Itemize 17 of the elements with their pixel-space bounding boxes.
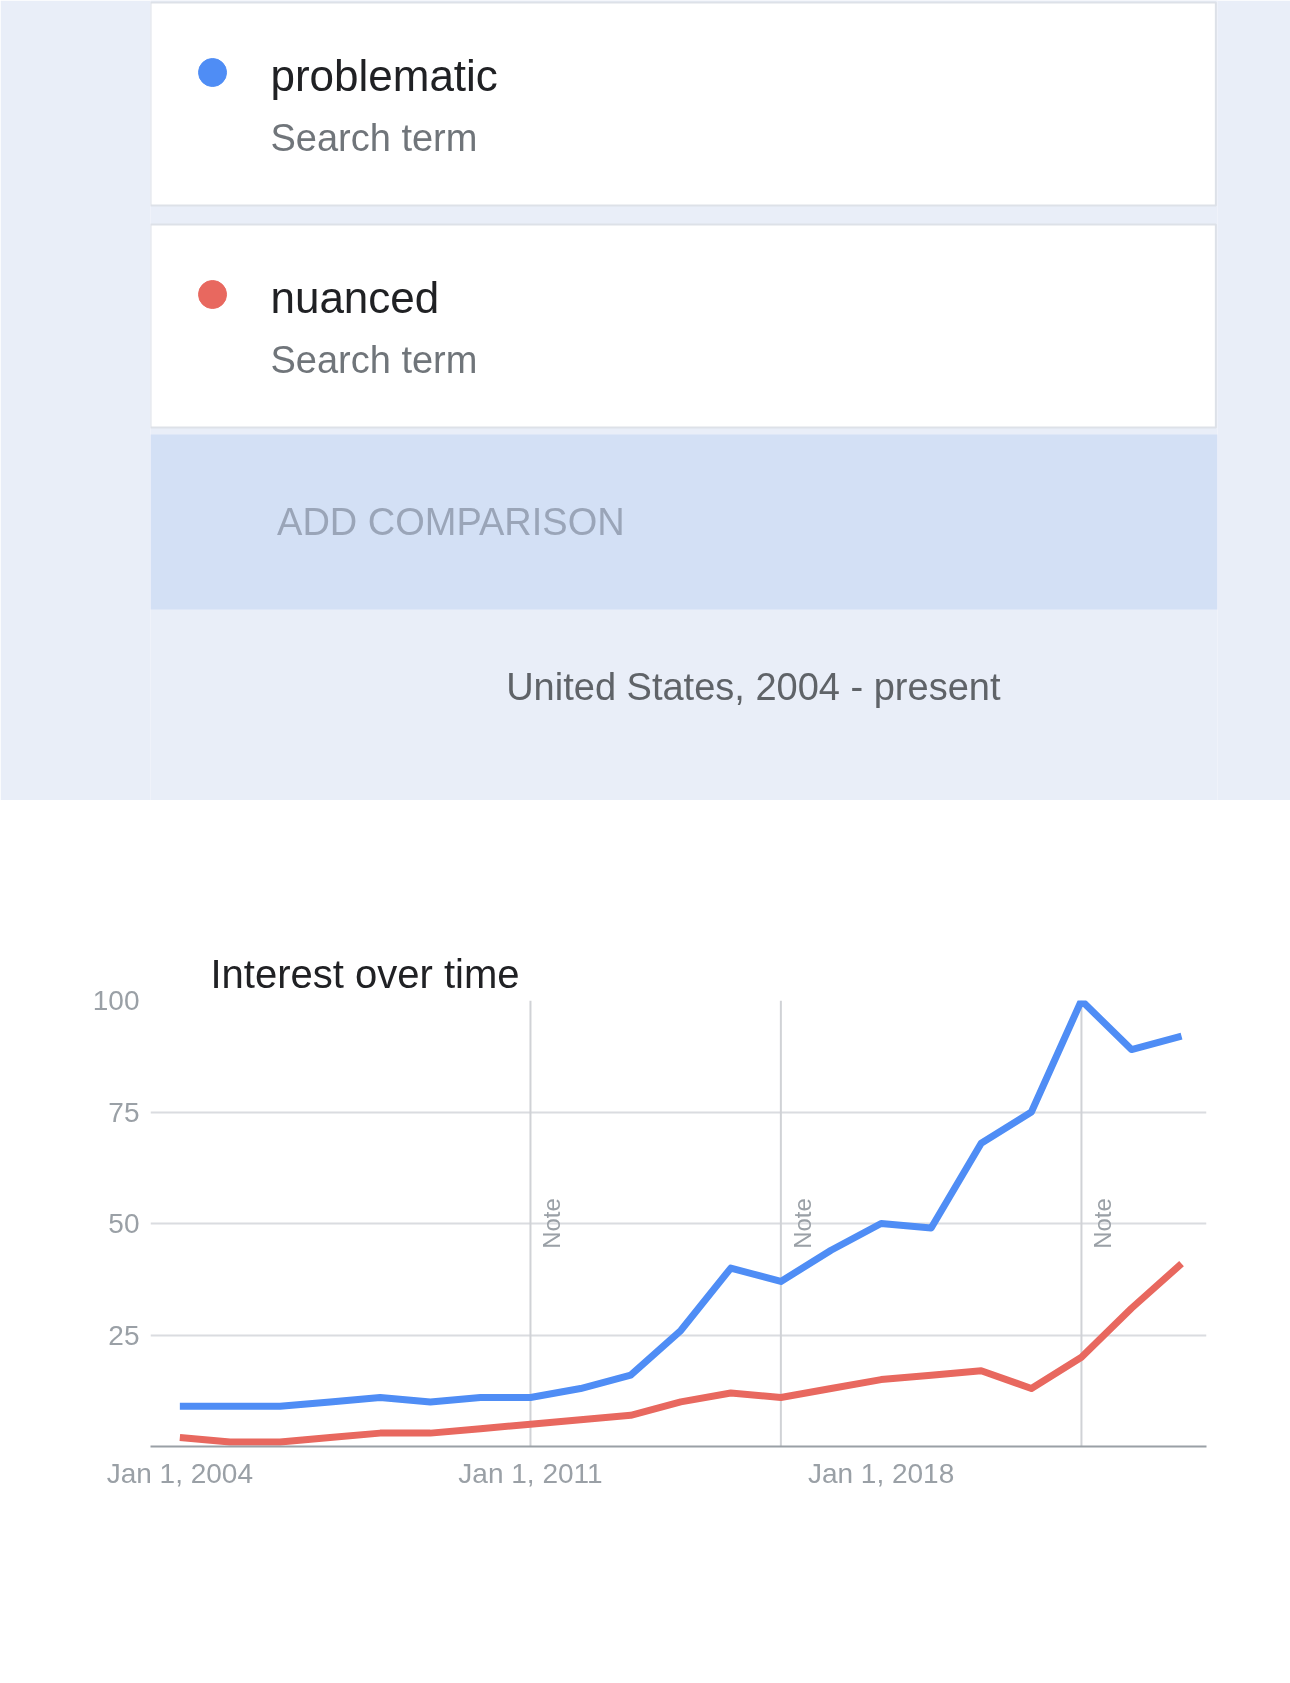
x-tick-label: Jan 1, 2004 [106, 1457, 254, 1489]
y-tick-label: 50 [108, 1208, 140, 1239]
legend-label: nuanced [270, 273, 440, 322]
chart-title: Interest over time [210, 951, 520, 996]
text: United States, 2004 - present [506, 665, 1001, 708]
legend-label: problematic [270, 51, 498, 100]
ref-line-label: Note [538, 1198, 566, 1249]
x-tick-label: Jan 1, 2011 [458, 1457, 603, 1489]
y-tick-label: 25 [108, 1319, 140, 1351]
text: Search term [270, 338, 478, 381]
ref-line-label: Note [788, 1198, 816, 1249]
text: ADD COMPARISON [277, 500, 625, 543]
x-tick-label: Jan 1, 2018 [807, 1457, 955, 1489]
y-tick-label: 75 [108, 1096, 140, 1128]
ref-line-label: Note [1089, 1198, 1117, 1249]
y-tick-label: 100 [92, 985, 140, 1016]
text: Search term [270, 116, 478, 159]
